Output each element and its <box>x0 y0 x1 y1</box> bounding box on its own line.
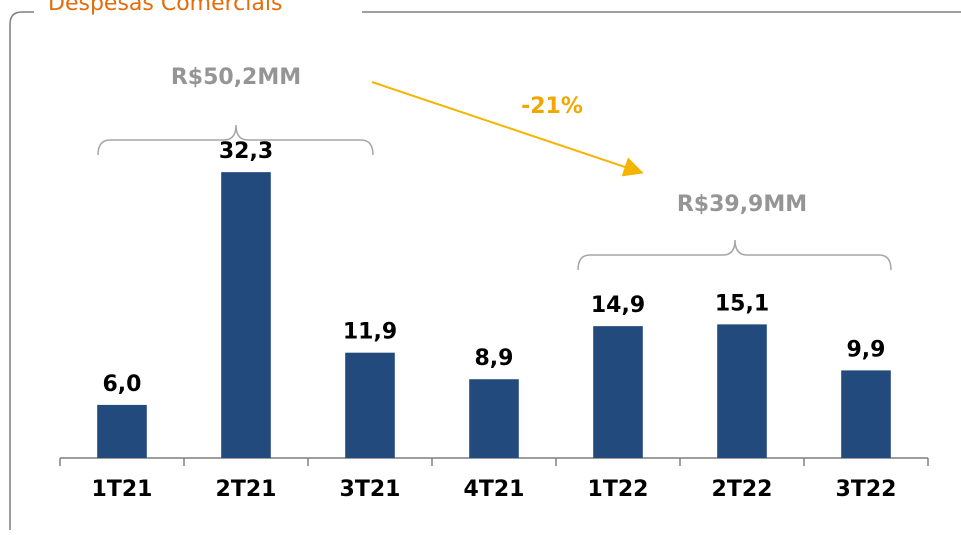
x-tick-label: 2T22 <box>712 477 773 502</box>
bracket <box>97 124 374 156</box>
bar <box>221 172 271 458</box>
x-tick-label: 1T21 <box>92 477 153 502</box>
x-tick-label: 2T21 <box>216 477 277 502</box>
bar <box>345 352 395 458</box>
arrow <box>371 81 644 177</box>
annotation: -21% <box>521 94 583 119</box>
x-tick-label: 3T22 <box>836 477 897 502</box>
bar <box>717 324 767 458</box>
data-label: 8,9 <box>475 346 514 371</box>
x-tick-label: 4T21 <box>464 477 525 502</box>
data-label: 15,1 <box>715 291 769 316</box>
annotation: R$39,9MM <box>677 192 807 217</box>
x-tick-label: 3T21 <box>340 477 401 502</box>
data-label: 32,3 <box>219 139 273 164</box>
frame <box>9 11 961 530</box>
data-label: 9,9 <box>847 337 886 362</box>
bracket <box>577 239 892 271</box>
data-label: 6,0 <box>103 372 142 397</box>
data-label: 11,9 <box>343 320 397 345</box>
chart-title: Despesas Comerciais <box>48 0 282 16</box>
annotation: R$50,2MM <box>171 65 301 90</box>
data-label: 14,9 <box>591 293 645 318</box>
x-tick-label: 1T22 <box>588 477 649 502</box>
bar <box>469 379 519 458</box>
bar <box>841 370 891 458</box>
bar <box>593 326 643 458</box>
bar <box>97 404 147 458</box>
